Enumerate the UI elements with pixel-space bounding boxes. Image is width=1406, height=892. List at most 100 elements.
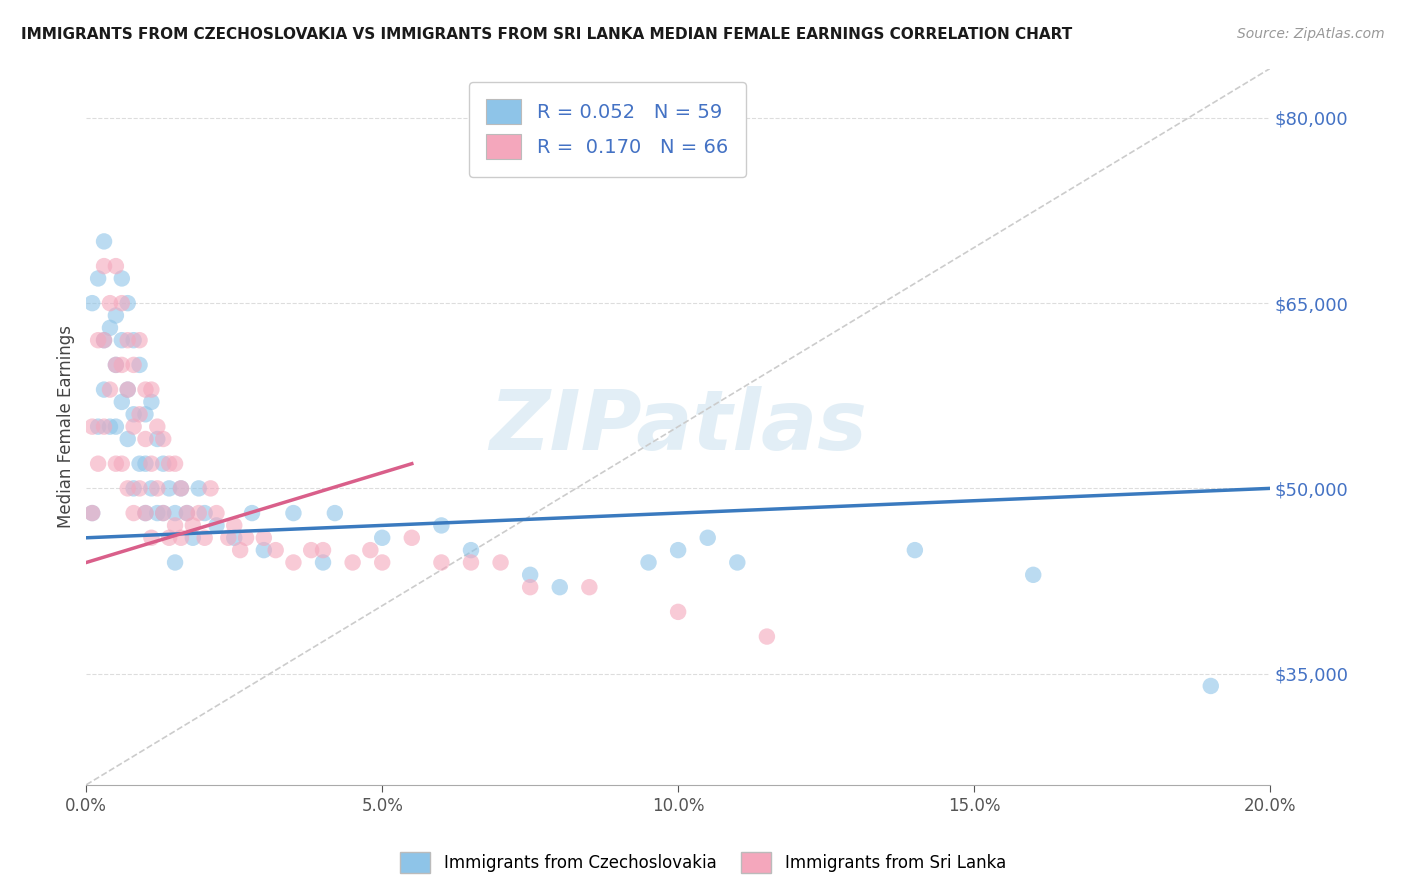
Point: [98, 419, 121, 434]
Point: [1022, 567, 1045, 582]
Point: [152, 506, 174, 520]
Text: ZIPatlas: ZIPatlas: [489, 386, 868, 467]
Point: [104, 457, 127, 471]
Point: [904, 543, 927, 558]
Point: [165, 457, 187, 471]
Point: [146, 432, 169, 446]
Point: [430, 556, 453, 570]
Point: [134, 407, 156, 421]
Point: [82, 419, 104, 434]
Point: [141, 395, 163, 409]
Point: [240, 506, 263, 520]
Point: [229, 543, 252, 558]
Point: [283, 556, 305, 570]
Point: [371, 531, 394, 545]
Point: [98, 383, 121, 397]
Point: [122, 419, 145, 434]
Point: [134, 506, 156, 520]
Point: [141, 482, 163, 496]
Point: [117, 383, 139, 397]
Point: [117, 296, 139, 310]
Point: [217, 531, 239, 545]
Point: [117, 383, 139, 397]
Point: [93, 333, 115, 347]
Point: [122, 333, 145, 347]
Point: [637, 556, 659, 570]
Point: [194, 531, 217, 545]
Point: [283, 506, 305, 520]
Point: [146, 482, 169, 496]
Point: [87, 457, 110, 471]
Point: [371, 556, 394, 570]
Point: [176, 506, 198, 520]
Point: [200, 482, 222, 496]
Point: [312, 543, 335, 558]
Point: [205, 506, 228, 520]
Point: [194, 506, 217, 520]
Text: IMMIGRANTS FROM CZECHOSLOVAKIA VS IMMIGRANTS FROM SRI LANKA MEDIAN FEMALE EARNIN: IMMIGRANTS FROM CZECHOSLOVAKIA VS IMMIGR…: [21, 27, 1073, 42]
Point: [122, 506, 145, 520]
Point: [460, 556, 482, 570]
Point: [111, 296, 134, 310]
Point: [104, 309, 127, 323]
Point: [181, 531, 204, 545]
Point: [93, 419, 115, 434]
Point: [342, 556, 364, 570]
Point: [157, 482, 180, 496]
Point: [170, 531, 193, 545]
Point: [141, 531, 163, 545]
Point: [104, 358, 127, 372]
Point: [134, 457, 156, 471]
Point: [93, 383, 115, 397]
Point: [93, 235, 115, 249]
Point: [134, 383, 156, 397]
Point: [87, 271, 110, 285]
Point: [489, 556, 512, 570]
Point: [253, 543, 276, 558]
Point: [82, 506, 104, 520]
Point: [152, 457, 174, 471]
Point: [134, 432, 156, 446]
Point: [93, 333, 115, 347]
Point: [82, 506, 104, 520]
Point: [187, 482, 209, 496]
Point: [666, 605, 689, 619]
Point: [157, 457, 180, 471]
Point: [122, 482, 145, 496]
Point: [87, 419, 110, 434]
Point: [181, 518, 204, 533]
Point: [165, 518, 187, 533]
Point: [117, 432, 139, 446]
Point: [666, 543, 689, 558]
Point: [176, 506, 198, 520]
Point: [519, 580, 541, 594]
Point: [312, 556, 335, 570]
Point: [519, 567, 541, 582]
Point: [128, 407, 150, 421]
Point: [117, 333, 139, 347]
Point: [134, 506, 156, 520]
Point: [224, 518, 246, 533]
Point: [460, 543, 482, 558]
Point: [165, 556, 187, 570]
Point: [146, 419, 169, 434]
Point: [157, 531, 180, 545]
Point: [104, 259, 127, 273]
Point: [141, 383, 163, 397]
Point: [264, 543, 287, 558]
Point: [170, 482, 193, 496]
Point: [146, 506, 169, 520]
Point: [111, 457, 134, 471]
Point: [548, 580, 571, 594]
Point: [430, 518, 453, 533]
Point: [111, 358, 134, 372]
Point: [152, 506, 174, 520]
Point: [104, 419, 127, 434]
Point: [299, 543, 322, 558]
Point: [235, 531, 257, 545]
Point: [205, 518, 228, 533]
Point: [111, 271, 134, 285]
Point: [187, 506, 209, 520]
Point: [104, 358, 127, 372]
Y-axis label: Median Female Earnings: Median Female Earnings: [58, 326, 75, 528]
